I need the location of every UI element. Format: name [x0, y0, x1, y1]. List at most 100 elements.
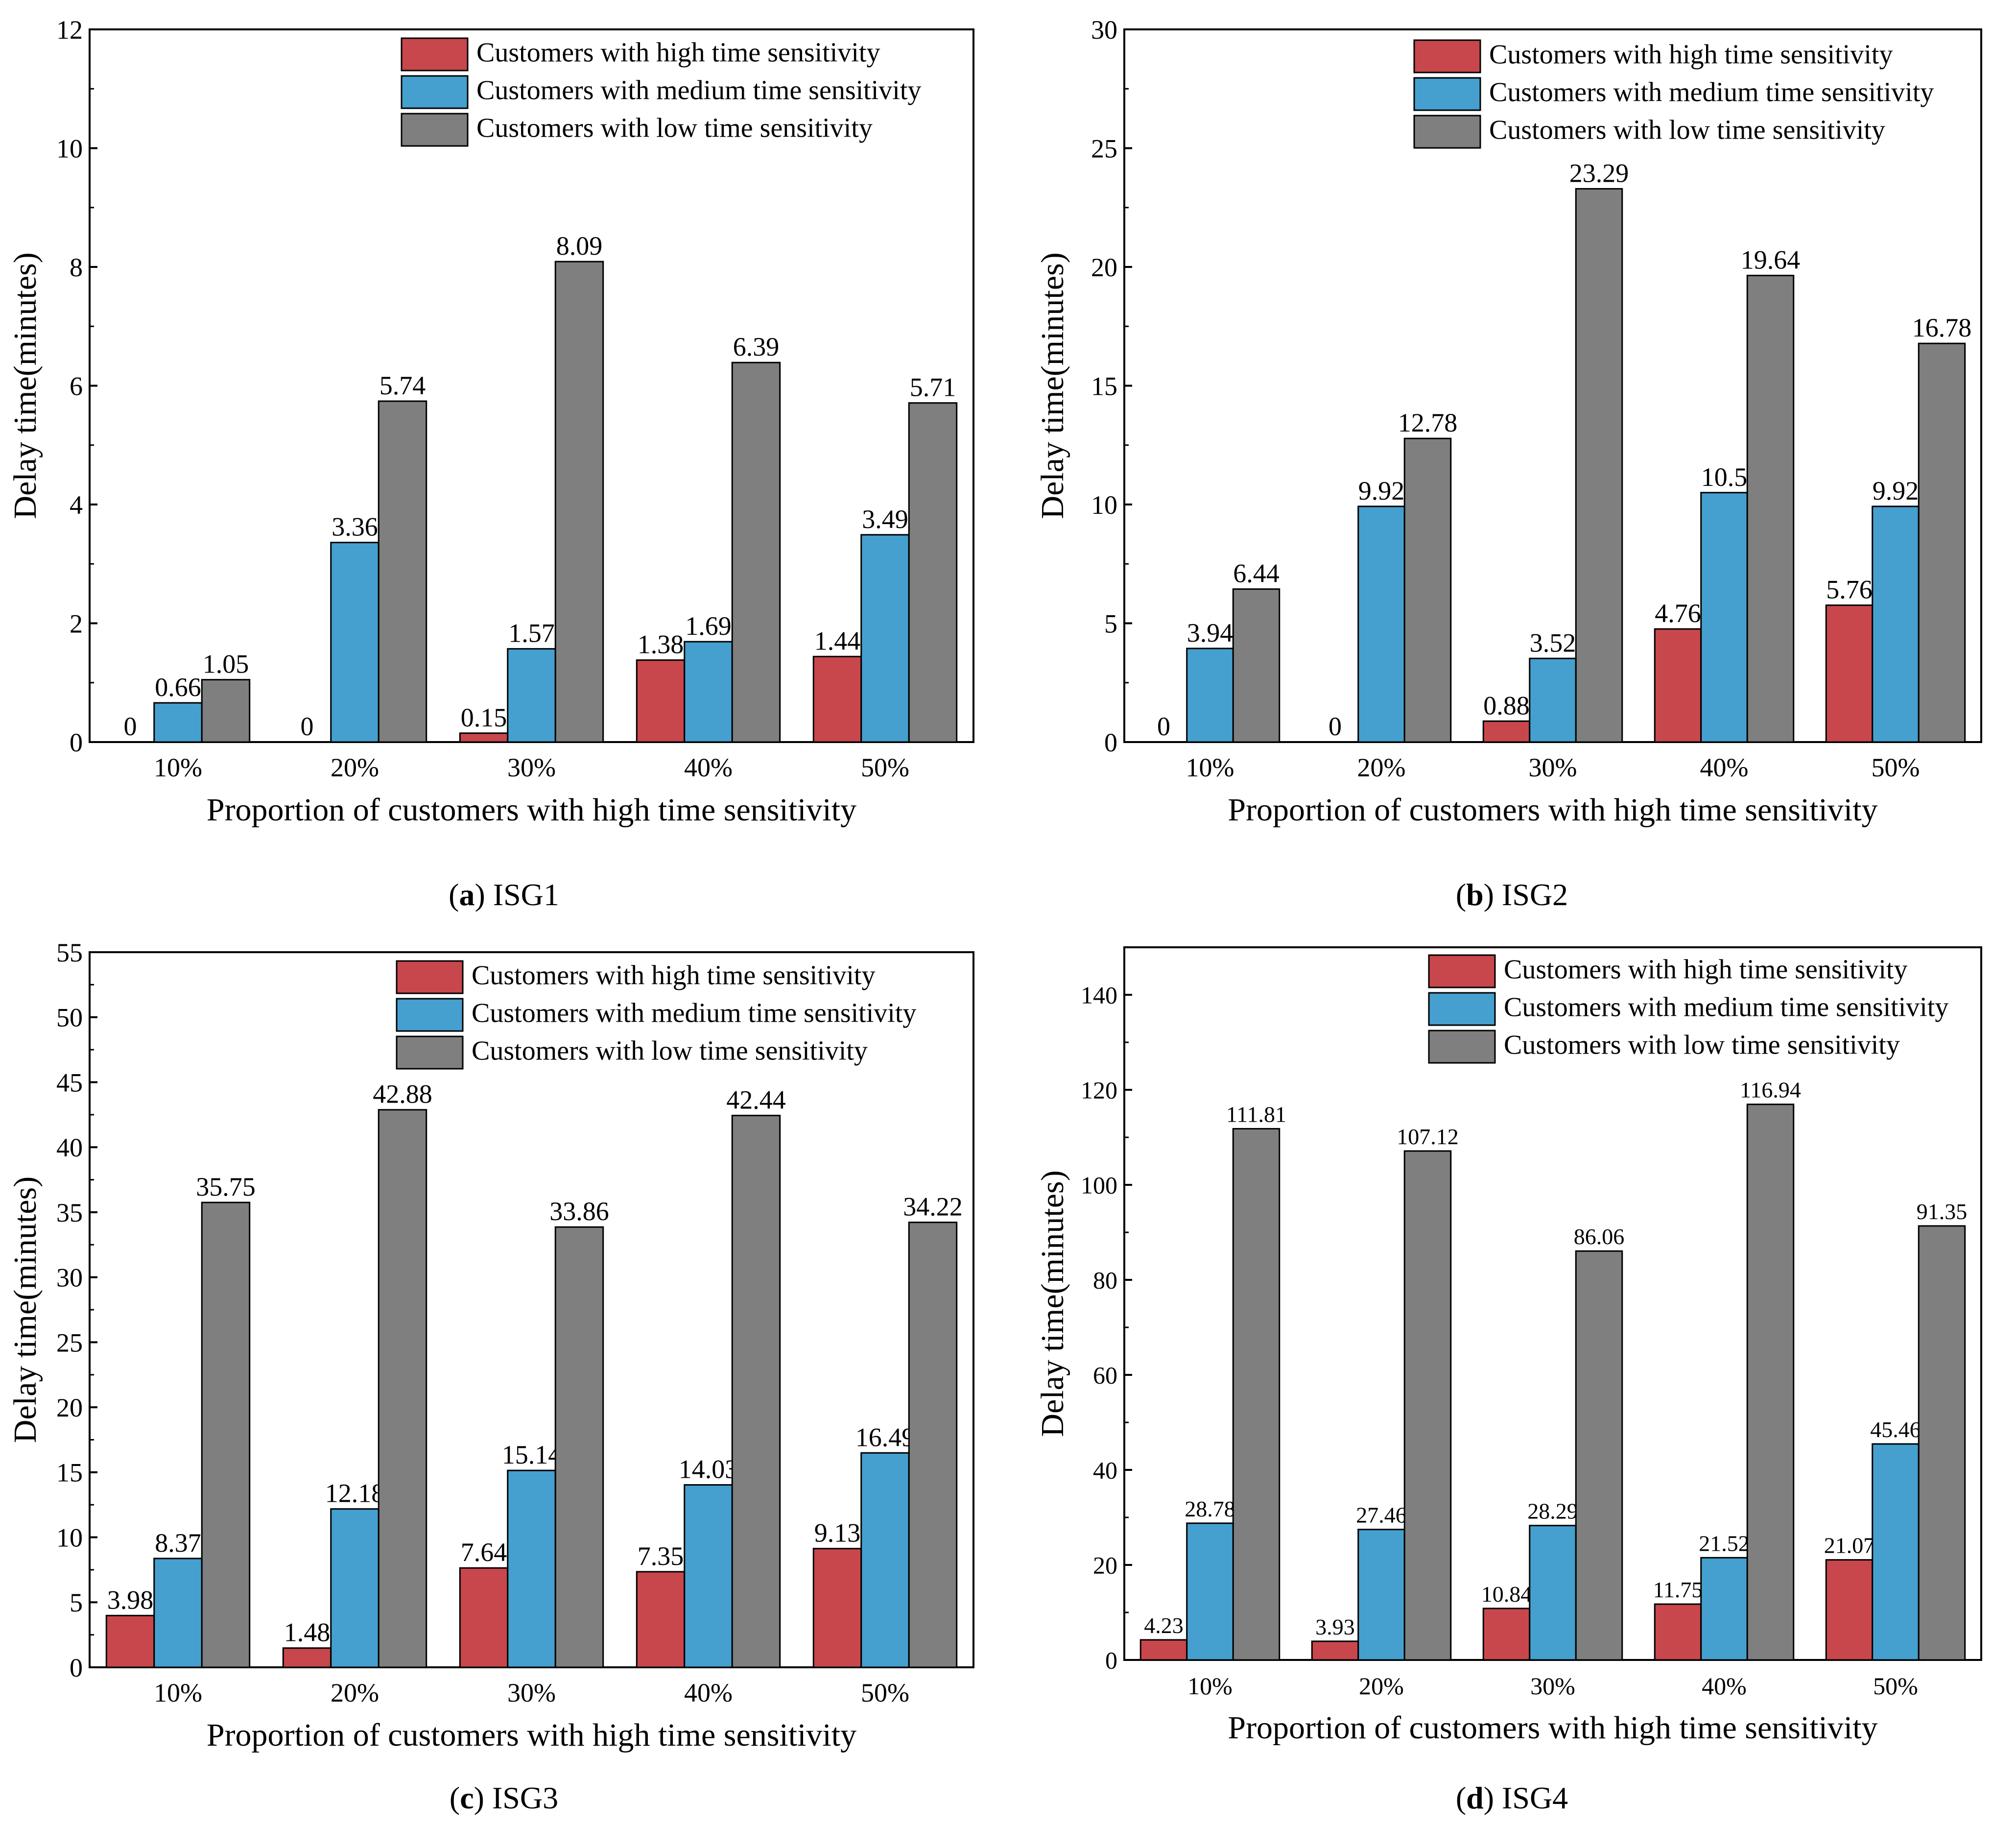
data-label: 3.94 [1187, 618, 1233, 648]
bar-high [1654, 1603, 1702, 1661]
data-label: 3.93 [1315, 1614, 1355, 1639]
y-tick-label: 80 [1093, 1267, 1117, 1294]
legend-swatch-medium [1413, 77, 1481, 111]
data-label: 3.98 [107, 1585, 154, 1614]
caption-letter: c [460, 1780, 474, 1815]
data-label: 27.46 [1356, 1503, 1407, 1528]
bar-high [459, 1567, 509, 1668]
caption-c: (c) ISG3 [449, 1780, 559, 1815]
bar-low [554, 1226, 604, 1668]
bar-medium [860, 534, 910, 743]
data-label: 5.71 [910, 373, 956, 402]
y-tick-label: 6 [70, 371, 83, 401]
x-tick-label: 20% [1359, 1672, 1404, 1700]
y-tick-label: 0 [1105, 1647, 1117, 1674]
x-tick-label: 30% [507, 1678, 556, 1707]
bar-medium [507, 1469, 556, 1668]
data-label: 23.29 [1569, 158, 1629, 188]
data-label: 12.78 [1398, 408, 1458, 437]
legend-swatch-low [1428, 1030, 1496, 1064]
x-tick-label: 10% [154, 1678, 202, 1707]
x-axis-title: Proportion of customers with high time s… [207, 792, 856, 828]
data-label: 11.75 [1653, 1577, 1703, 1602]
y-tick-label: 10 [56, 1523, 83, 1552]
bar-low [908, 402, 958, 743]
bar-medium [153, 702, 203, 743]
x-tick-label: 40% [684, 753, 733, 782]
legend-label: Customers with low time sensitivity [472, 1036, 868, 1066]
panel-a: 0 2 4 6 8 10 12 10% 0 0.66 1.05 20% 0 3.36 5.74 30% 0.15… [0, 0, 1008, 913]
y-tick-label: 8 [70, 253, 83, 282]
data-label: 5.76 [1826, 575, 1873, 604]
y-tick-label: 12 [56, 15, 83, 45]
legend-swatch-high [396, 960, 464, 994]
y-tick-label: 30 [1091, 15, 1117, 45]
legend-label: Customers with high time sensitivity [1504, 955, 1907, 985]
x-tick-label: 30% [507, 753, 556, 782]
caption-name: ISG3 [492, 1780, 559, 1815]
legend-swatch-high [401, 37, 469, 72]
data-label: 6.39 [733, 332, 780, 361]
bar-low [1575, 188, 1623, 743]
caption-a: (a) ISG1 [449, 877, 559, 912]
data-label: 9.13 [814, 1518, 861, 1548]
y-tick-label: 40 [1093, 1457, 1117, 1484]
bar-low [1746, 274, 1795, 743]
data-label: 0.15 [461, 703, 507, 732]
chart-a: 0 2 4 6 8 10 12 10% 0 0.661.05 20% 0 3.36 5.74 30%0.15… [7, 15, 974, 828]
legend-label: Customers with low time sensitivity [1489, 115, 1885, 145]
data-label: 0 [124, 712, 137, 741]
bar-medium [1357, 1529, 1405, 1661]
bar-medium [330, 1508, 379, 1668]
bar-medium [1700, 1557, 1748, 1661]
bar-medium [1186, 1522, 1234, 1661]
y-tick-label: 35 [56, 1198, 83, 1227]
bar-medium [330, 542, 379, 743]
x-tick-label: 20% [331, 1678, 379, 1707]
y-tick-label: 120 [1081, 1077, 1117, 1104]
data-label: 42.44 [726, 1085, 786, 1114]
legend-label: Customers with high time sensitivity [1489, 40, 1893, 70]
data-label: 35.75 [196, 1172, 256, 1201]
bar-low [1746, 1104, 1795, 1661]
x-tick-label: 50% [861, 1678, 909, 1707]
bar-low [378, 400, 427, 743]
legend-swatch-medium [401, 75, 469, 109]
caption-letter: a [459, 877, 475, 912]
legend-swatch-low [401, 113, 469, 147]
bar-medium [1186, 648, 1234, 743]
data-label: 1.38 [638, 630, 684, 659]
data-label: 19.64 [1741, 245, 1801, 274]
x-tick-label: 40% [684, 1678, 733, 1707]
data-label: 0.88 [1483, 691, 1530, 720]
data-label: 14.03 [679, 1455, 738, 1484]
y-tick-label: 0 [70, 728, 83, 757]
y-tick-label: 140 [1081, 982, 1117, 1009]
bar-medium [507, 648, 556, 743]
data-label: 21.52 [1699, 1531, 1750, 1556]
data-label: 1.57 [508, 619, 555, 648]
bar-high [636, 1571, 686, 1668]
bar-medium [684, 1484, 733, 1668]
bar-medium [1357, 505, 1405, 743]
y-tick-label: 25 [1091, 134, 1117, 163]
bar-medium [1529, 1525, 1577, 1661]
y-axis-title: Delay time(minutes) [1035, 252, 1070, 519]
bar-medium [684, 641, 733, 743]
bar-medium [860, 1452, 910, 1668]
x-tick-label: 40% [1702, 1672, 1747, 1700]
data-label: 4.23 [1144, 1613, 1184, 1638]
legend-label: Customers with high time sensitivity [472, 961, 875, 991]
data-label: 3.36 [332, 512, 378, 542]
bar-medium [153, 1558, 203, 1668]
y-tick-label: 50 [56, 1003, 83, 1033]
data-label: 1.44 [814, 626, 861, 655]
caption-name: ISG1 [493, 877, 559, 912]
data-label: 3.49 [862, 505, 908, 534]
bar-low [1918, 342, 1966, 743]
bar-medium [1872, 505, 1920, 743]
bar-high [1482, 720, 1531, 743]
y-tick-label: 0 [70, 1653, 83, 1682]
y-tick-label: 15 [56, 1458, 83, 1488]
data-label: 1.69 [685, 611, 732, 641]
